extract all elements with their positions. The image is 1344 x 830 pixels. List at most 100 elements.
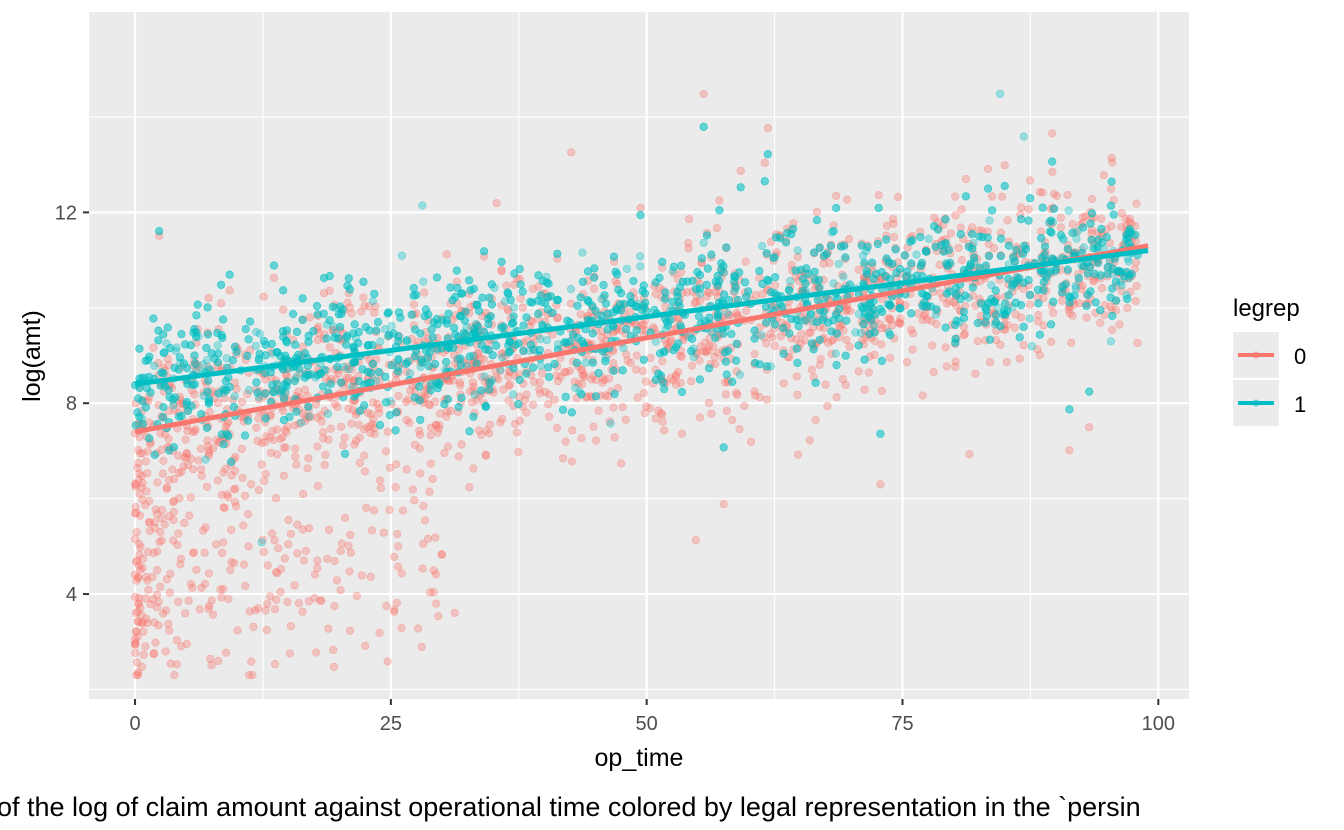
data-point [786,282,795,292]
data-point [832,203,841,213]
data-point [1081,299,1090,309]
data-point [391,426,400,435]
data-point [889,232,899,242]
data-point [1067,338,1076,347]
data-point [137,662,146,671]
data-point [304,454,313,463]
data-point [178,399,187,408]
data-point [908,236,917,245]
data-point [536,361,545,370]
data-point [170,496,179,506]
data-point [212,540,221,549]
data-point [609,252,619,261]
data-point [845,342,854,351]
data-point [328,326,338,335]
data-point [170,474,179,484]
figure-caption: t of the log of claim amount against ope… [0,788,1344,830]
data-point [374,368,384,377]
data-point [657,375,666,384]
data-point [841,380,850,390]
data-point [544,400,553,409]
data-point [882,221,892,230]
data-point [420,288,429,297]
data-point [304,405,313,414]
data-point [1056,223,1065,232]
data-point [713,271,722,281]
data-point [137,471,147,481]
data-point [640,408,649,418]
data-point [1086,219,1095,228]
data-point [1106,302,1115,311]
data-point [1019,322,1028,331]
data-point [841,351,850,360]
data-point [359,293,368,302]
data-point [975,295,984,304]
data-point [604,392,613,401]
data-point [854,367,863,376]
data-point [1051,265,1061,274]
data-point [141,501,150,510]
data-point [1132,282,1141,291]
data-point [581,358,590,367]
data-point [442,357,451,367]
data-point [1042,273,1051,282]
data-point [789,345,798,354]
data-point [137,406,146,416]
data-point [432,314,441,324]
legend-title: legrep [1233,295,1300,322]
data-point [164,475,173,485]
y-tick-label: 8 [66,393,77,415]
data-point [1108,158,1117,167]
data-point [518,287,527,296]
data-point [556,372,565,382]
data-point [728,377,737,387]
data-point [157,445,166,454]
data-point [410,352,420,361]
data-point [931,242,940,251]
data-point [518,402,527,411]
data-point [612,304,621,313]
data-point [636,252,645,261]
data-point [366,572,375,581]
data-point [1039,286,1048,295]
data-point [131,399,140,408]
data-point [497,265,506,274]
data-point [637,321,646,330]
data-point [791,266,800,275]
data-point [224,493,233,502]
data-point [321,450,330,459]
data-point [553,249,562,258]
data-point [392,408,401,417]
data-point [203,330,213,339]
data-point [498,353,507,362]
data-point [1010,323,1019,332]
data-point [132,528,141,537]
data-point [908,345,917,354]
data-point [662,293,671,302]
data-point [1107,153,1116,163]
data-point [829,227,838,236]
data-point [658,357,667,366]
data-point [261,389,270,398]
data-point [1068,311,1077,320]
data-point [966,259,975,269]
data-point [770,341,780,351]
data-point [941,215,950,224]
data-point [831,349,840,358]
data-point [582,393,591,402]
data-point [431,533,440,542]
data-point [295,419,304,428]
data-point [325,343,334,352]
data-point [232,384,241,393]
data-point [1049,297,1058,306]
data-point [605,417,614,426]
data-point [226,460,235,469]
data-point [676,351,685,361]
data-point [456,381,465,390]
data-point [1065,446,1074,455]
data-point [481,345,490,354]
data-point [224,594,233,604]
data-point [792,335,801,344]
data-point [548,308,557,318]
data-point [942,362,951,371]
